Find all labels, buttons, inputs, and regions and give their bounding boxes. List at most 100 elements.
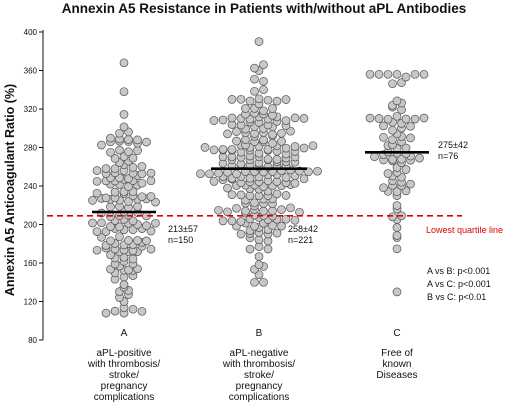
data-point (227, 216, 237, 226)
data-point (214, 205, 223, 215)
data-point (397, 78, 406, 87)
p-value-text: A vs B: p<0.001 (427, 266, 490, 276)
data-point (227, 190, 237, 200)
data-point (106, 147, 115, 157)
data-point (101, 164, 111, 173)
data-point (97, 140, 106, 150)
data-point (88, 218, 97, 228)
data-point (106, 202, 115, 212)
data-point (272, 155, 282, 164)
data-point (250, 74, 259, 84)
data-point (388, 135, 397, 145)
data-point (133, 202, 142, 211)
data-point (268, 130, 277, 139)
data-point (124, 265, 133, 275)
data-point (245, 96, 255, 106)
data-point (142, 236, 151, 246)
data-point (365, 113, 375, 123)
data-point (290, 215, 300, 225)
data-point (383, 169, 393, 178)
data-point (124, 197, 133, 206)
data-point (286, 126, 295, 136)
data-point (268, 221, 277, 230)
data-point (388, 79, 397, 89)
data-point (308, 141, 318, 151)
data-point (419, 69, 429, 79)
group-letter: A (121, 328, 128, 339)
data-point (196, 169, 205, 179)
data-point (151, 218, 160, 228)
data-point (383, 114, 393, 124)
data-point (388, 125, 397, 135)
data-point (223, 207, 232, 217)
data-point (232, 127, 241, 136)
data-point (268, 104, 277, 113)
data-point (115, 232, 124, 242)
data-point (92, 166, 102, 175)
group-stats: 213±57n=150 258±42n=221 275±42n=76 (168, 140, 468, 245)
data-point (110, 187, 120, 197)
data-point (272, 96, 282, 106)
data-point (299, 174, 309, 184)
data-point (259, 206, 268, 216)
data-point (232, 169, 241, 179)
data-point (137, 169, 147, 179)
chart-title: Annexin A5 Resistance in Patients with/w… (62, 1, 467, 16)
data-point (259, 60, 268, 70)
category-label-line: aPL-positive (96, 348, 151, 359)
y-tick-label: 320 (24, 105, 38, 114)
data-point (110, 154, 120, 163)
category-label-line: Diseases (376, 370, 417, 381)
data-point (223, 129, 232, 139)
data-point (272, 228, 282, 238)
data-point (406, 133, 415, 143)
data-point (250, 277, 259, 287)
data-point (374, 114, 384, 123)
y-tick-label: 240 (24, 182, 38, 191)
data-point (268, 138, 277, 148)
data-point (209, 177, 219, 186)
data-point (392, 244, 402, 254)
group-stat-text: n=76 (438, 151, 458, 161)
data-point (254, 260, 264, 270)
data-point (142, 221, 151, 230)
data-point (227, 145, 237, 154)
y-tick-label: 400 (24, 28, 38, 37)
group-letter: C (393, 328, 400, 339)
data-point (232, 203, 241, 213)
group-stat-text: n=150 (168, 235, 193, 245)
data-point (259, 135, 268, 145)
data-point (232, 136, 241, 146)
data-points (88, 37, 429, 318)
data-point (124, 135, 133, 144)
data-point (227, 95, 237, 104)
data-point (115, 145, 124, 155)
data-point (410, 69, 420, 79)
data-point (379, 132, 388, 142)
data-point (272, 189, 282, 199)
data-point (223, 183, 232, 193)
data-point (92, 176, 102, 186)
data-point (92, 188, 102, 198)
group-stat-text: 213±57 (168, 224, 198, 234)
category-label-line: known (383, 359, 412, 370)
data-point (286, 203, 295, 213)
data-point (119, 280, 129, 289)
y-tick-label: 80 (28, 336, 37, 345)
data-point (388, 155, 397, 164)
data-point (392, 201, 402, 210)
data-point (290, 142, 300, 151)
data-point (299, 114, 309, 123)
data-point (263, 154, 273, 164)
data-point (133, 135, 142, 145)
data-point (245, 173, 255, 183)
data-point (106, 236, 115, 246)
data-point (209, 116, 219, 125)
group-letter: B (256, 328, 263, 339)
category-label-line: complications (229, 392, 290, 403)
data-point (205, 169, 214, 179)
data-point (128, 216, 138, 226)
data-point (137, 178, 147, 188)
data-point (92, 227, 102, 236)
data-point (101, 308, 111, 318)
